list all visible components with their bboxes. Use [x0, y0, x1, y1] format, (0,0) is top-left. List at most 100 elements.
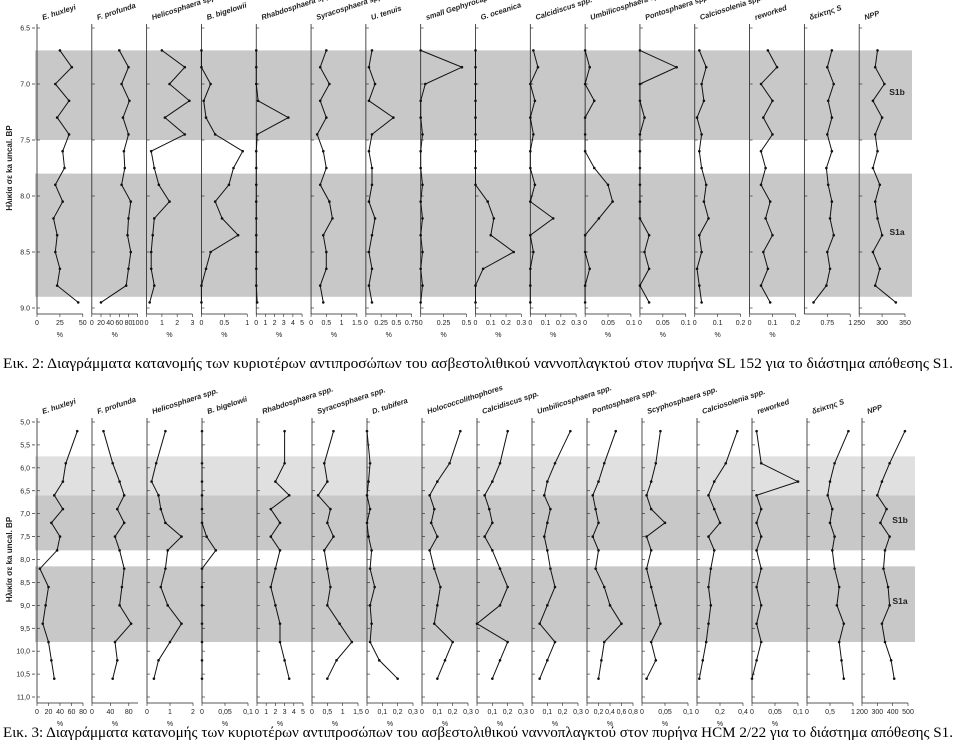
x-tick-label: 3 — [190, 320, 194, 327]
x-tick-label: 1 — [263, 320, 267, 327]
sample-point — [755, 521, 758, 525]
sample-point — [204, 116, 208, 119]
sample-point — [200, 585, 204, 589]
sample-point — [879, 521, 882, 525]
sample-point — [254, 217, 258, 220]
sample-point — [885, 507, 888, 511]
sample-point — [200, 622, 204, 625]
sample-point — [529, 301, 532, 304]
sample-point — [254, 149, 258, 153]
sample-point — [700, 250, 703, 254]
sample-point — [583, 233, 587, 237]
sample-point — [202, 99, 206, 103]
x-tick-label: 300 — [876, 320, 888, 327]
sample-point — [474, 166, 477, 170]
sample-point — [419, 49, 422, 52]
x-tick-label: 0 — [805, 709, 809, 716]
sample-point — [38, 567, 42, 570]
sample-point — [828, 217, 832, 220]
x-tick-label: 60 — [68, 709, 76, 716]
sample-point — [129, 200, 133, 203]
sample-point — [549, 567, 552, 570]
sample-point — [365, 521, 369, 525]
x-tick-label: 0 — [145, 320, 149, 327]
profile-line — [696, 50, 710, 303]
sample-point — [428, 549, 431, 552]
sample-point — [318, 183, 322, 187]
x-tick-label: 2 — [273, 320, 277, 327]
sample-point — [638, 166, 642, 170]
sample-point — [419, 116, 422, 119]
sample-point — [368, 461, 372, 465]
sample-point — [835, 604, 839, 607]
sample-point — [600, 659, 603, 662]
x-axis-label: % — [440, 332, 446, 339]
sample-point — [755, 549, 758, 552]
sample-point — [506, 585, 509, 589]
sample-point — [880, 622, 884, 625]
sample-point — [491, 677, 494, 680]
profile-line — [813, 50, 835, 303]
x-tick-label: 0,1 — [377, 709, 387, 716]
x-tick-label: 0 — [310, 709, 314, 716]
sample-point — [118, 549, 121, 552]
sample-point — [755, 622, 758, 625]
sample-point — [759, 567, 763, 570]
x-tick-label: 0 — [530, 709, 534, 716]
sample-point — [759, 284, 763, 287]
sample-point — [200, 301, 203, 304]
sample-point — [254, 250, 258, 254]
sample-point — [533, 99, 537, 103]
sample-point — [200, 429, 204, 433]
y-tick-label: 7,0 — [20, 511, 30, 518]
sample-point — [638, 49, 642, 52]
sample-point — [491, 521, 494, 525]
sample-point — [762, 116, 765, 119]
sample-point — [709, 567, 713, 570]
y-tick-label: 6.5 — [20, 26, 30, 33]
sample-point — [833, 535, 836, 538]
sample-point — [597, 549, 600, 552]
x-tick-label: 5 — [300, 320, 304, 327]
sample-point — [214, 549, 218, 552]
sample-point — [659, 622, 662, 625]
sample-point — [118, 480, 121, 483]
sample-point — [227, 183, 231, 187]
sample-point — [209, 82, 212, 86]
sample-point — [483, 494, 486, 497]
sample-point — [474, 149, 477, 153]
sample-point — [592, 99, 596, 103]
sample-point — [871, 99, 875, 103]
x-tick-label: 0.2 — [736, 320, 746, 327]
sample-point — [321, 301, 325, 304]
sample-point — [735, 429, 739, 433]
sample-point — [645, 567, 648, 570]
sample-point — [370, 133, 374, 136]
x-axis-label: % — [57, 332, 63, 339]
sample-point — [483, 535, 486, 538]
x-tick-label: 0,1 — [432, 709, 442, 716]
sample-point — [759, 82, 763, 86]
x-tick-label: 0.1 — [768, 320, 778, 327]
x-tick-label: 40 — [107, 709, 115, 716]
sample-point — [474, 133, 477, 136]
sample-point — [766, 267, 770, 271]
sample-point — [796, 480, 800, 483]
x-tick-label: 0 — [35, 320, 39, 327]
sample-point — [254, 82, 258, 86]
y-tick-label: 8.5 — [20, 250, 30, 257]
x-tick-label: 0,3 — [463, 709, 473, 716]
sample-point — [583, 133, 587, 136]
sample-point — [254, 183, 258, 187]
sample-point — [645, 677, 648, 680]
sample-point — [903, 429, 907, 433]
x-axis-label: % — [332, 721, 338, 728]
y-axis-label: Ηλικία σε ka uncal. BP — [5, 125, 14, 211]
x-tick-label: 0 — [254, 320, 258, 327]
x-tick-label: 80 — [125, 709, 133, 716]
sample-point — [498, 659, 502, 662]
sample-point — [762, 250, 765, 254]
x-tick-label: 0,4 — [605, 709, 615, 716]
sample-point — [370, 183, 374, 187]
